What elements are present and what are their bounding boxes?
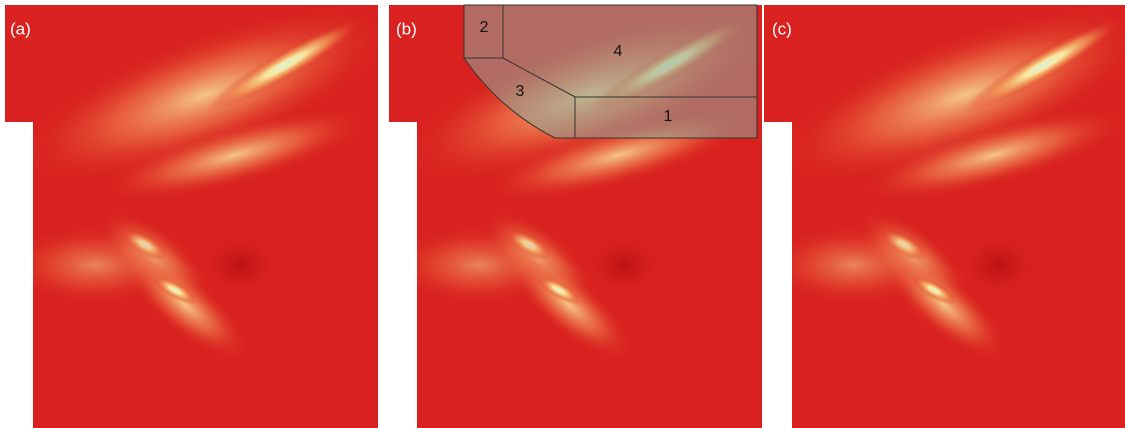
region-label: 2 xyxy=(480,19,489,36)
region-label: 3 xyxy=(516,83,525,100)
panel-label: (a) xyxy=(10,19,31,38)
region-label: 1 xyxy=(664,108,673,125)
panel-label: (c) xyxy=(772,19,792,38)
map-panel xyxy=(0,0,413,428)
figure: (a) (b) (c) 1 2 3 4 xyxy=(0,0,1125,428)
region-label: 4 xyxy=(614,43,623,60)
map-panel xyxy=(756,0,1125,428)
panel-label: (b) xyxy=(396,19,417,38)
